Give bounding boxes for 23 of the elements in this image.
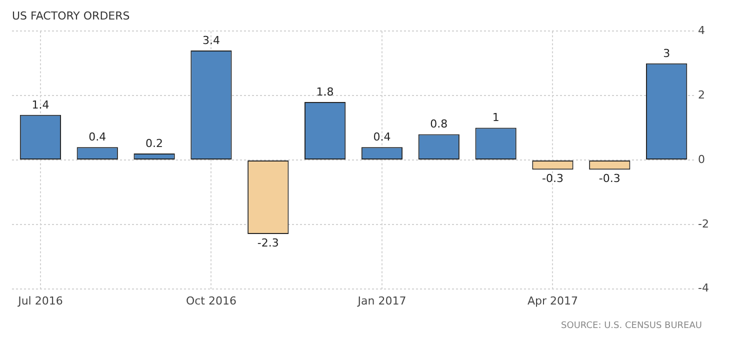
data-label: -2.3	[257, 236, 279, 250]
data-label: 3	[663, 46, 670, 60]
x-tick-label: Jan 2017	[356, 294, 406, 308]
y-tick-label: 0	[698, 152, 706, 166]
data-label: 1	[492, 111, 500, 124]
data-label: 0.8	[430, 118, 448, 131]
data-label: 0.2	[146, 136, 164, 150]
source-note: SOURCE: U.S. CENSUS BUREAU	[561, 320, 702, 331]
chart-title: US FACTORY ORDERS	[12, 9, 130, 22]
data-label: -0.3	[542, 172, 564, 186]
y-tick-label: 2	[698, 88, 706, 102]
x-tick-label: Jul 2016	[17, 294, 63, 308]
x-tick-label: Apr 2017	[527, 294, 578, 308]
y-tick-label: 4	[698, 24, 706, 38]
data-label: 3.4	[202, 34, 220, 47]
y-tick-label: -4	[698, 282, 709, 295]
data-label: 1.4	[32, 98, 50, 112]
data-label: -0.3	[598, 172, 620, 186]
data-label: 0.4	[88, 130, 106, 144]
x-tick-label: Oct 2016	[186, 294, 236, 308]
data-label: 1.8	[316, 85, 334, 98]
y-tick-label: -2	[698, 217, 709, 230]
data-label: 0.4	[373, 130, 391, 144]
